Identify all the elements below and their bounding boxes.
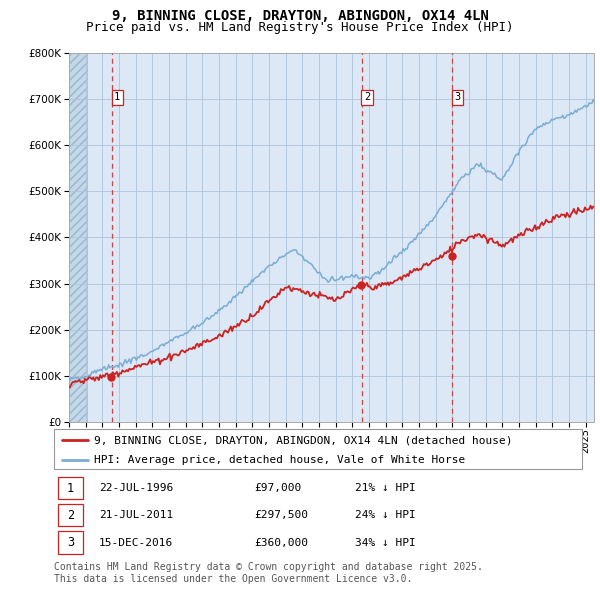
- Text: HPI: Average price, detached house, Vale of White Horse: HPI: Average price, detached house, Vale…: [94, 455, 465, 466]
- FancyBboxPatch shape: [58, 477, 83, 499]
- Text: 9, BINNING CLOSE, DRAYTON, ABINGDON, OX14 4LN (detached house): 9, BINNING CLOSE, DRAYTON, ABINGDON, OX1…: [94, 435, 512, 445]
- Text: £360,000: £360,000: [254, 537, 308, 548]
- Text: 24% ↓ HPI: 24% ↓ HPI: [355, 510, 416, 520]
- Text: Price paid vs. HM Land Registry's House Price Index (HPI): Price paid vs. HM Land Registry's House …: [86, 21, 514, 34]
- Text: 21% ↓ HPI: 21% ↓ HPI: [355, 483, 416, 493]
- Text: 22-JUL-1996: 22-JUL-1996: [99, 483, 173, 493]
- FancyBboxPatch shape: [58, 532, 83, 553]
- Text: 21-JUL-2011: 21-JUL-2011: [99, 510, 173, 520]
- Text: £97,000: £97,000: [254, 483, 302, 493]
- Text: 34% ↓ HPI: 34% ↓ HPI: [355, 537, 416, 548]
- Text: 1: 1: [114, 93, 121, 102]
- Bar: [69, 53, 87, 422]
- Text: 3: 3: [67, 536, 74, 549]
- Text: 1: 1: [67, 481, 74, 494]
- Text: £297,500: £297,500: [254, 510, 308, 520]
- Text: 2: 2: [67, 509, 74, 522]
- Text: Contains HM Land Registry data © Crown copyright and database right 2025.
This d: Contains HM Land Registry data © Crown c…: [54, 562, 483, 584]
- FancyBboxPatch shape: [54, 429, 582, 469]
- Text: 3: 3: [454, 93, 460, 102]
- Text: 2: 2: [364, 93, 370, 102]
- FancyBboxPatch shape: [58, 504, 83, 526]
- Text: 9, BINNING CLOSE, DRAYTON, ABINGDON, OX14 4LN: 9, BINNING CLOSE, DRAYTON, ABINGDON, OX1…: [112, 9, 488, 23]
- Text: 15-DEC-2016: 15-DEC-2016: [99, 537, 173, 548]
